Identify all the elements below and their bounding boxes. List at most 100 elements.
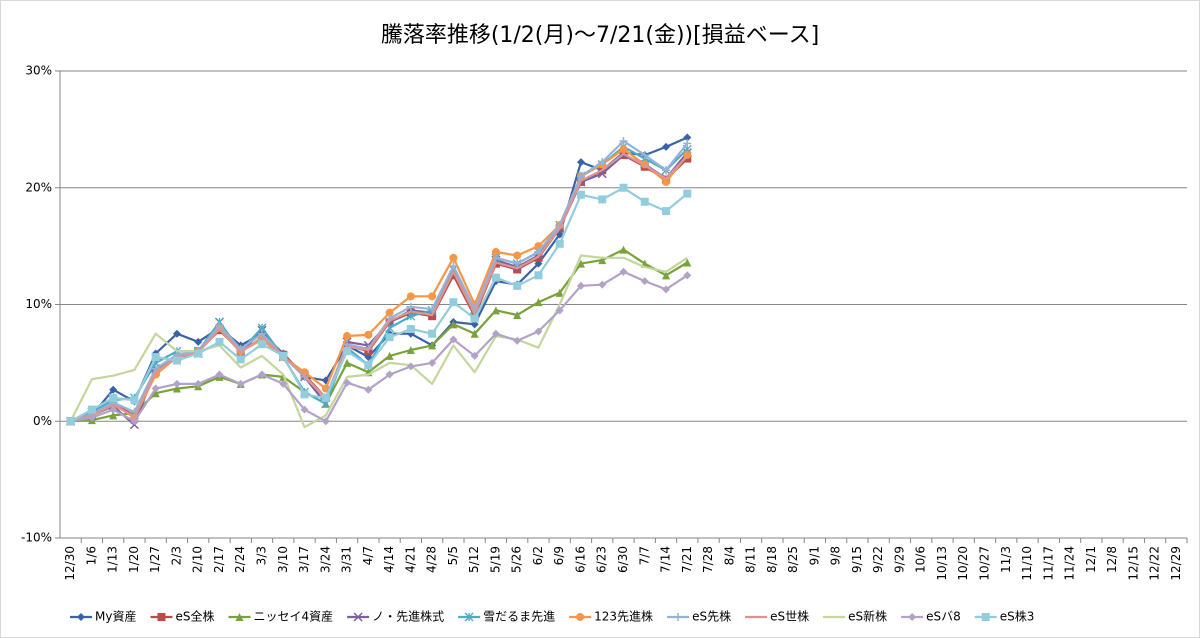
legend-label: 雪だるま先進	[483, 610, 555, 624]
marker	[513, 259, 522, 268]
marker	[151, 389, 160, 398]
x-tick-label: 5/12	[467, 546, 481, 573]
marker	[491, 253, 500, 262]
marker	[513, 311, 522, 320]
marker	[385, 333, 394, 342]
marker	[662, 285, 671, 294]
x-tick-label: 6/23	[595, 546, 609, 573]
y-tick-label: 20%	[25, 180, 52, 194]
legend-label: eS先株	[692, 609, 731, 624]
legend-item: eS世株	[745, 609, 809, 624]
marker	[662, 142, 671, 151]
chart-title: 騰落率推移(1/2(月)～7/21(金))[損益ベース]	[381, 23, 819, 48]
marker	[321, 417, 330, 426]
marker	[662, 271, 671, 280]
x-tick-label: 3/31	[340, 546, 354, 573]
x-tick-label: 9/15	[850, 546, 864, 573]
marker	[449, 320, 458, 329]
x-tick-label: 9/22	[871, 546, 885, 573]
legend-item: eS株3	[974, 609, 1034, 624]
marker	[598, 256, 607, 265]
marker	[172, 384, 181, 393]
x-tick-label: 2/17	[212, 546, 226, 573]
marker	[464, 612, 474, 622]
marker	[364, 361, 373, 370]
marker	[406, 346, 415, 355]
y-tick-label: 0%	[33, 414, 52, 428]
marker	[279, 379, 288, 388]
marker	[449, 271, 458, 280]
marker	[87, 413, 96, 422]
marker	[576, 172, 585, 181]
x-tick-label: 5/5	[446, 546, 460, 565]
series	[66, 183, 692, 426]
marker	[279, 351, 288, 360]
x-tick-label: 12/30	[63, 546, 77, 581]
x-tick-label: 5/19	[488, 546, 502, 573]
marker	[194, 379, 203, 388]
x-tick-label: 6/16	[573, 546, 587, 573]
x-tick-label: 10/13	[935, 546, 949, 581]
x-tick-label: 7/7	[637, 546, 651, 565]
marker	[428, 329, 437, 338]
marker	[513, 251, 522, 260]
marker	[343, 358, 352, 367]
marker	[194, 349, 203, 358]
marker	[151, 384, 160, 393]
marker	[683, 189, 692, 198]
x-tick-label: 7/28	[701, 546, 715, 573]
marker	[300, 405, 309, 414]
marker	[194, 337, 203, 346]
marker	[576, 281, 585, 290]
x-tick-label: 2/24	[233, 546, 247, 573]
marker	[683, 139, 692, 148]
x-tick-label: 8/18	[765, 546, 779, 573]
legend-item: ノ・先進株式	[347, 609, 444, 624]
marker	[491, 247, 500, 256]
marker	[555, 306, 564, 315]
legend-item: eS先株	[667, 609, 731, 624]
x-tick-label: 8/11	[744, 546, 758, 573]
marker	[619, 245, 628, 254]
x-tick-label: 12/8	[1105, 546, 1119, 573]
legend-label: 123先進株	[594, 609, 653, 624]
legend-label: ノ・先進株式	[372, 609, 444, 624]
legend-label: ニッセイ4資産	[253, 609, 333, 624]
legend-item: ニッセイ4資産	[228, 609, 333, 624]
marker	[157, 613, 166, 621]
x-tick-label: 12/15	[1126, 546, 1140, 581]
legend-label: eS全株	[175, 609, 214, 624]
x-tick-label: 11/10	[1020, 546, 1034, 581]
marker	[343, 378, 352, 387]
marker	[364, 330, 373, 339]
marker	[981, 613, 990, 621]
x-tick-label: 9/1	[807, 546, 821, 565]
marker	[534, 327, 543, 336]
x-tick-label: 11/24	[1063, 546, 1077, 581]
marker	[640, 197, 649, 206]
x-tick-label: 8/25	[786, 546, 800, 573]
x-tick-label: 5/26	[510, 546, 524, 573]
x-tick-label: 1/13	[106, 546, 120, 573]
marker	[598, 195, 607, 204]
marker	[619, 267, 628, 276]
marker	[662, 207, 671, 216]
marker	[364, 385, 373, 394]
marker	[662, 177, 671, 186]
legend-item: My資産	[70, 609, 136, 624]
x-tick-label: 12/22	[1148, 546, 1162, 581]
x-tick-label: 3/24	[318, 546, 332, 573]
marker	[385, 308, 394, 317]
marker	[534, 271, 543, 280]
marker	[385, 351, 394, 360]
legend-label: My資産	[95, 609, 136, 624]
legend-label: eS世株	[770, 609, 809, 624]
marker	[258, 340, 267, 349]
marker	[513, 281, 522, 290]
x-tick-label: 8/4	[722, 546, 736, 565]
x-tick-label: 11/17	[1041, 546, 1055, 581]
x-tick-label: 6/9	[552, 546, 566, 565]
marker	[619, 137, 628, 146]
marker	[470, 329, 479, 338]
